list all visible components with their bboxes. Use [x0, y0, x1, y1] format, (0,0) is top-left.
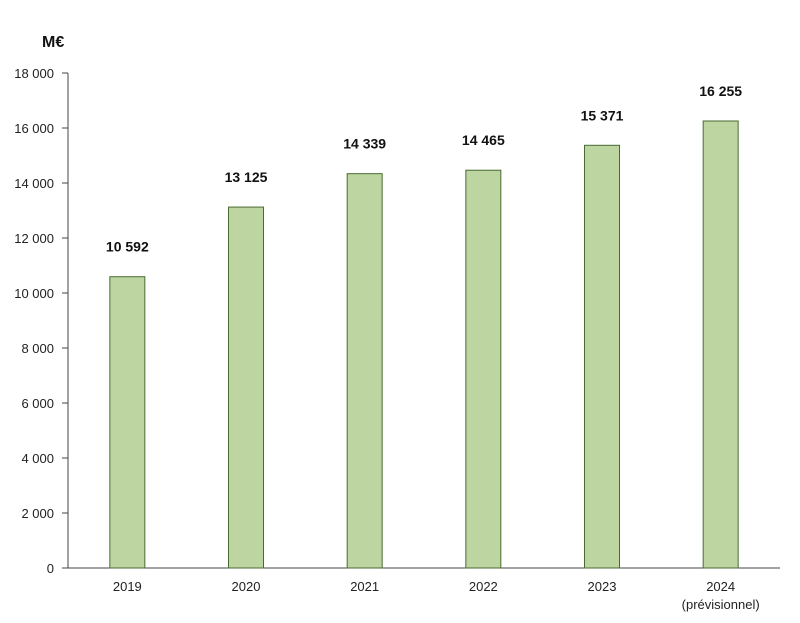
x-category-label: 2024 [706, 579, 735, 594]
x-category-label: 2023 [588, 579, 617, 594]
bar-2019 [109, 276, 146, 569]
data-label-2021: 14 339 [343, 136, 386, 152]
x-category-label: 2020 [232, 579, 261, 594]
data-label-2023: 15 371 [581, 107, 624, 123]
y-tick-label: 2 000 [21, 506, 54, 521]
y-tick-label: 14 000 [14, 176, 54, 191]
x-category-label: 2021 [350, 579, 379, 594]
bar-2023 [584, 144, 620, 569]
data-label-2022: 14 465 [462, 132, 505, 148]
x-category-label: 2022 [469, 579, 498, 594]
y-axis: 0 2 000 4 000 6 000 8 000 10 000 12 000 14 000 1… [14, 66, 69, 576]
y-axis-unit-label: M€ [42, 34, 64, 51]
y-tick-label: 8 000 [21, 341, 54, 356]
y-tick-label: 0 [47, 561, 54, 576]
x-category-sublabel: (prévisionnel) [682, 597, 760, 612]
bar-2024 [702, 120, 739, 569]
y-tick-label: 10 000 [14, 286, 54, 301]
bar-2022 [465, 169, 502, 569]
bars [109, 120, 739, 569]
data-label-2024: 16 255 [699, 83, 742, 99]
bar-2021 [346, 173, 383, 569]
y-tick-label: 18 000 [14, 66, 54, 81]
bar-2020 [228, 206, 264, 569]
y-tick-label: 4 000 [21, 451, 54, 466]
data-labels: 10 592 13 125 14 339 14 465 15 371 16 255 [106, 83, 742, 255]
data-label-2019: 10 592 [106, 239, 149, 255]
x-category-label: 2019 [113, 579, 142, 594]
data-label-2020: 13 125 [225, 169, 268, 185]
y-tick-label: 16 000 [14, 121, 54, 136]
y-tick-label: 6 000 [21, 396, 54, 411]
category-labels: 2019 2020 2021 2022 2023 2024 (prévisionnel) [113, 579, 760, 612]
y-tick-label: 12 000 [14, 231, 54, 246]
